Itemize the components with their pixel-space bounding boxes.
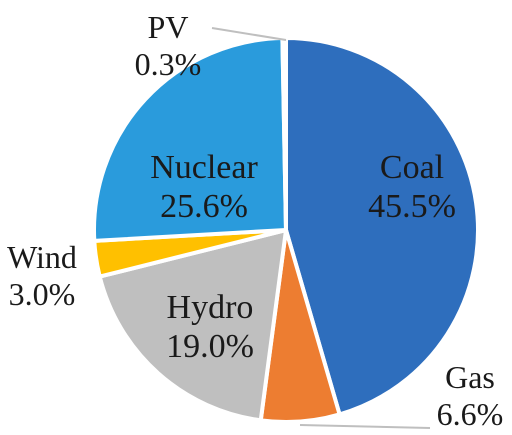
slice-percent: 0.3%	[135, 46, 202, 82]
slice-label-coal: Coal 45.5%	[368, 149, 456, 225]
slice-label-hydro: Hydro 19.0%	[166, 289, 254, 365]
slice-name: Wind	[7, 239, 77, 275]
slice-nuclear	[92, 36, 288, 243]
slice-percent: 6.6%	[437, 396, 504, 432]
leader-line-gas	[299, 424, 431, 429]
pie-slices	[92, 36, 480, 424]
slice-name: Nuclear	[150, 149, 258, 186]
slice-label-pv: PV 0.3%	[135, 9, 202, 82]
slice-name: PV	[148, 9, 189, 45]
leader-line-pv	[211, 27, 287, 41]
slice-percent: 25.6%	[160, 188, 248, 225]
slice-pv	[280, 36, 288, 232]
slice-percent: 19.0%	[166, 328, 254, 365]
slice-coal	[284, 36, 480, 417]
slice-name: Hydro	[167, 289, 254, 326]
slice-percent: 45.5%	[368, 188, 456, 225]
slice-label-nuclear: Nuclear 25.6%	[150, 149, 258, 225]
slice-name: Gas	[445, 359, 495, 395]
leader-lines	[211, 27, 431, 429]
slice-label-wind: Wind 3.0%	[7, 239, 77, 312]
slice-hydro	[97, 228, 288, 423]
slice-name: Coal	[380, 149, 444, 186]
slice-labels: Coal 45.5% Gas 6.6% Hydro 19.0% Wind 3.0% Nuclea…	[7, 9, 503, 432]
slice-label-gas: Gas 6.6%	[437, 359, 504, 432]
slice-percent: 3.0%	[9, 276, 76, 312]
